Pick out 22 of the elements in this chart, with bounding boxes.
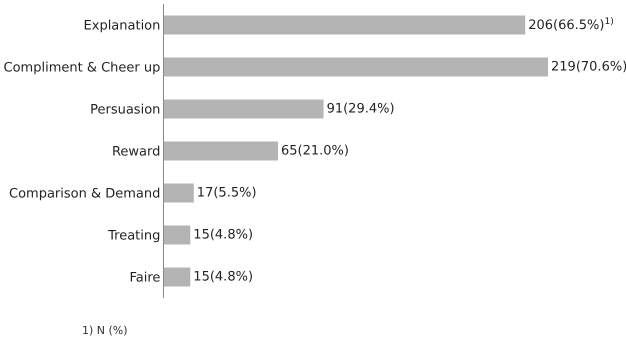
y-tick-label: Explanation <box>84 18 160 34</box>
y-tick-label: Compliment & Cheer up <box>4 60 160 76</box>
bar <box>164 16 526 34</box>
bar <box>164 184 194 202</box>
data-label: 65(21.0%) <box>280 144 349 158</box>
y-tick-label: Treating <box>107 228 160 244</box>
data-label: 91(29.4%) <box>326 102 395 116</box>
data-label: 15(4.8%) <box>193 228 254 242</box>
bar <box>164 142 278 160</box>
data-label: 219(70.6%) <box>551 60 626 74</box>
data-label: 15(4.8%) <box>193 270 254 284</box>
bar <box>164 226 190 244</box>
y-tick-label: Reward <box>112 144 160 160</box>
bar <box>164 100 324 118</box>
data-label: 206(66.5%)$^{1)}$ <box>528 16 614 34</box>
text: 1) N (%) <box>82 324 128 337</box>
y-tick-label: Persuasion <box>90 102 160 118</box>
data-label: 17(5.5%) <box>196 186 257 200</box>
bar <box>164 268 190 286</box>
bar <box>164 58 548 76</box>
y-tick-label: Comparison & Demand <box>9 186 160 202</box>
y-tick-label: Faire <box>129 270 160 286</box>
